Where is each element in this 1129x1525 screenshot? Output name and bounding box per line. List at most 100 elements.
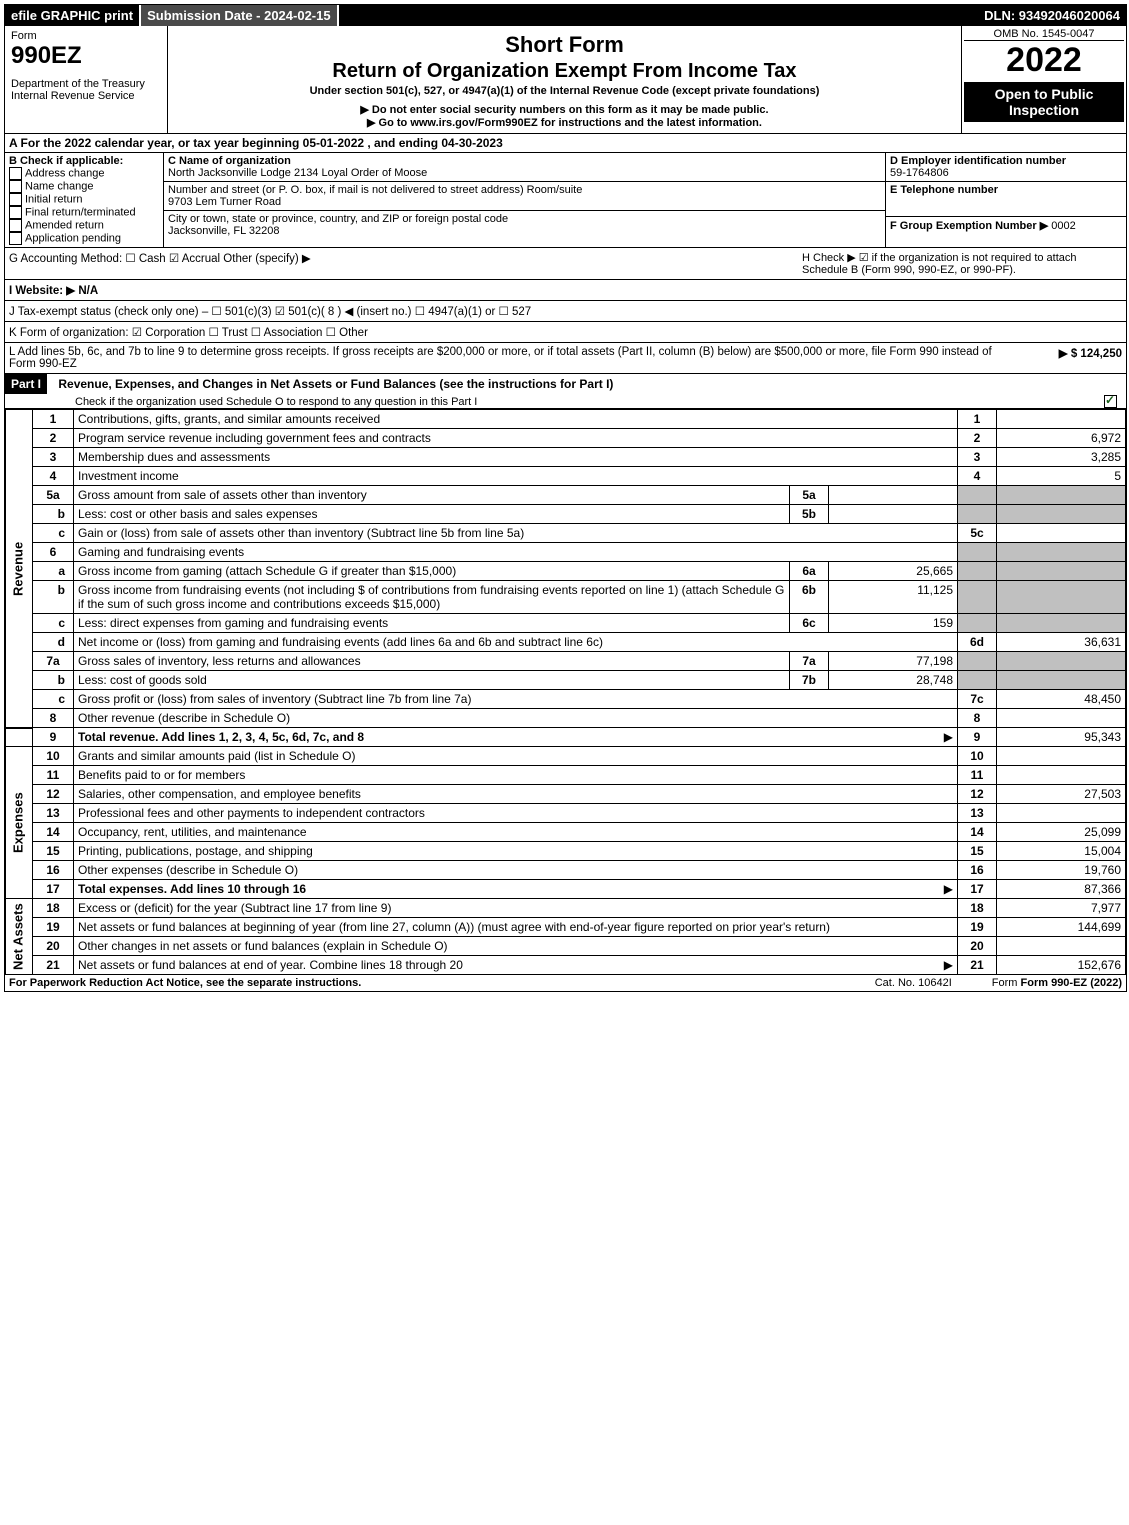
header-center: Short Form Return of Organization Exempt… [168,26,961,133]
header-left: Form 990EZ Department of the Treasury In… [5,26,168,133]
section-a-period: A For the 2022 calendar year, or tax yea… [5,134,1126,153]
paperwork-notice: For Paperwork Reduction Act Notice, see … [9,977,361,989]
col-b-label: B Check if applicable: [9,155,159,167]
subtitle-section: Under section 501(c), 527, or 4947(a)(1)… [172,85,957,97]
line-6b: b Gross income from fundraising events (… [6,581,1126,614]
arrow-icon: ▶ [944,882,953,896]
website-row: I Website: ▶ N/A [5,280,1126,301]
line-14: 14 Occupancy, rent, utilities, and maint… [6,823,1126,842]
line-18: Net Assets 18 Excess or (deficit) for th… [6,899,1126,918]
dln: DLN: 93492046020064 [978,5,1126,26]
col-d-ids: D Employer identification number 59-1764… [886,153,1126,247]
submission-date: Submission Date - 2024-02-15 [139,5,339,26]
line-4: 4 Investment income 4 5 [6,467,1126,486]
form-ref: Form Form 990-EZ (2022) [992,977,1122,989]
grp-value: 0002 [1051,220,1075,232]
part1-label: Part I [5,374,47,394]
org-name-label: C Name of organization [168,155,291,167]
form-number: 990EZ [11,42,161,70]
line-17: 17 Total expenses. Add lines 10 through … [6,880,1126,899]
dept-treasury: Department of the Treasury [11,78,161,90]
open-inspection: Open to Public Inspection [964,82,1124,122]
ein-value: 59-1764806 [890,167,949,179]
info-grid: B Check if applicable: Address change Na… [5,153,1126,248]
part1-checkbox[interactable] [1104,395,1117,408]
line-6c: c Less: direct expenses from gaming and … [6,614,1126,633]
line-6d: d Net income or (loss) from gaming and f… [6,633,1126,652]
city-label: City or town, state or province, country… [168,213,508,225]
financial-table: Revenue 1 Contributions, gifts, grants, … [5,409,1126,975]
cat-number: Cat. No. 10642I [875,977,952,989]
line-19: 19 Net assets or fund balances at beginn… [6,918,1126,937]
line-5a: 5a Gross amount from sale of assets othe… [6,486,1126,505]
org-street: 9703 Lem Turner Road [168,196,281,208]
col-b-checkboxes: B Check if applicable: Address change Na… [5,153,164,247]
line-9: 9 Total revenue. Add lines 1, 2, 3, 4, 5… [6,728,1126,747]
group-exemption-block: F Group Exemption Number ▶ 0002 [886,217,1126,234]
line-6a: a Gross income from gaming (attach Sched… [6,562,1126,581]
line-13: 13 Professional fees and other payments … [6,804,1126,823]
line-3: 3 Membership dues and assessments 3 3,28… [6,448,1126,467]
cb-final-return[interactable]: Final return/terminated [9,206,159,219]
line-l-amount: ▶ $ 124,250 [1002,346,1122,370]
efile-label[interactable]: efile GRAPHIC print [5,5,139,26]
website-label: I Website: ▶ N/A [9,285,98,297]
schedule-b-check: H Check ▶ ☑ if the organization is not r… [802,251,1122,276]
cb-initial-return[interactable]: Initial return [9,193,159,206]
form-header: Form 990EZ Department of the Treasury In… [5,26,1126,134]
tax-year: 2022 [964,41,1124,80]
line-7c: c Gross profit or (loss) from sales of i… [6,690,1126,709]
org-form-row: K Form of organization: ☑ Corporation ☐ … [5,322,1126,343]
subtitle-ssn: ▶ Do not enter social security numbers o… [172,103,957,116]
title-return: Return of Organization Exempt From Incom… [172,60,957,83]
addr-label: Number and street (or P. O. box, if mail… [168,184,582,196]
page-footer: For Paperwork Reduction Act Notice, see … [5,975,1126,991]
org-name-block: C Name of organization North Jacksonvill… [164,153,885,182]
revenue-side-label: Revenue [6,410,33,728]
line-5c: c Gain or (loss) from sale of assets oth… [6,524,1126,543]
org-name: North Jacksonville Lodge 2134 Loyal Orde… [168,167,427,179]
line-12: 12 Salaries, other compensation, and emp… [6,785,1126,804]
expenses-side-label: Expenses [6,747,33,899]
line-2: 2 Program service revenue including gove… [6,429,1126,448]
line-16: 16 Other expenses (describe in Schedule … [6,861,1126,880]
line-15: 15 Printing, publications, postage, and … [6,842,1126,861]
org-address-block: Number and street (or P. O. box, if mail… [164,182,885,211]
grp-label: F Group Exemption Number ▶ [890,220,1048,232]
arrow-icon: ▶ [944,730,953,744]
line-7a: 7a Gross sales of inventory, less return… [6,652,1126,671]
line-21: 21 Net assets or fund balances at end of… [6,956,1126,975]
line-7b: b Less: cost of goods sold 7b 28,748 [6,671,1126,690]
line-l-text: L Add lines 5b, 6c, and 7b to line 9 to … [9,346,1002,370]
cb-pending[interactable]: Application pending [9,232,159,245]
line-20: 20 Other changes in net assets or fund b… [6,937,1126,956]
ein-block: D Employer identification number 59-1764… [886,153,1126,182]
part1-header: Part I Revenue, Expenses, and Changes in… [5,374,1126,409]
arrow-icon: ▶ [944,958,953,972]
part1-check: Check if the organization used Schedule … [5,396,477,408]
irs-label: Internal Revenue Service [11,90,161,102]
ein-label: D Employer identification number [890,155,1066,167]
cb-address-change[interactable]: Address change [9,167,159,180]
line-5b: b Less: cost or other basis and sales ex… [6,505,1126,524]
form-990ez: efile GRAPHIC print Submission Date - 20… [4,4,1127,992]
org-city: Jacksonville, FL 32208 [168,225,280,237]
line-6: 6 Gaming and fundraising events [6,543,1126,562]
line-1: Revenue 1 Contributions, gifts, grants, … [6,410,1126,429]
tel-block: E Telephone number [886,182,1126,217]
line-10: Expenses 10 Grants and similar amounts p… [6,747,1126,766]
part1-title: Revenue, Expenses, and Changes in Net As… [50,377,613,391]
title-short-form: Short Form [172,32,957,58]
tel-label: E Telephone number [890,184,998,196]
cb-amended[interactable]: Amended return [9,219,159,232]
row-g-h: G Accounting Method: ☐ Cash ☑ Accrual Ot… [5,248,1126,280]
tax-exempt-row: J Tax-exempt status (check only one) – ☐… [5,301,1126,322]
header-right: OMB No. 1545-0047 2022 Open to Public In… [961,26,1126,133]
gross-receipts-row: L Add lines 5b, 6c, and 7b to line 9 to … [5,343,1126,374]
omb-number: OMB No. 1545-0047 [964,28,1124,41]
form-word: Form [11,30,161,42]
top-bar: efile GRAPHIC print Submission Date - 20… [5,5,1126,26]
subtitle-goto: ▶ Go to www.irs.gov/Form990EZ for instru… [172,116,957,129]
cb-name-change[interactable]: Name change [9,180,159,193]
org-city-block: City or town, state or province, country… [164,211,885,239]
